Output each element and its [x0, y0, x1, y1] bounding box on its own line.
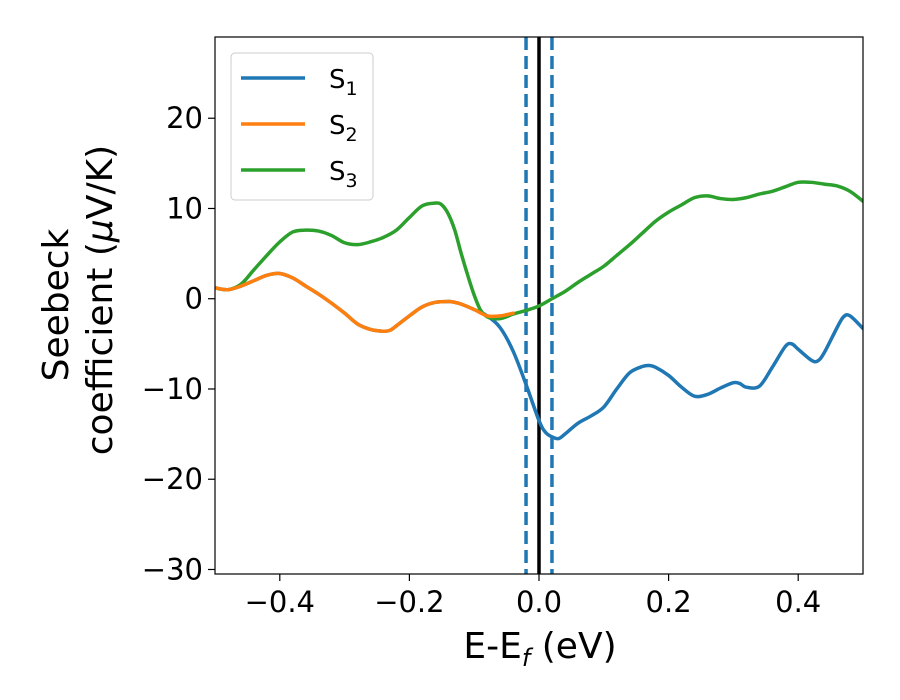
x-axis-label: E-Ef (eV): [463, 626, 616, 672]
legend-box: [230, 52, 374, 201]
x-tick-label: 0.0: [516, 585, 562, 619]
legend: S1 S2 S3: [230, 52, 374, 201]
y-axis-label: Seebeck coefficient (μV/K): [36, 145, 121, 455]
y-tick-label: 10: [166, 191, 203, 225]
legend-label-s3: S3: [329, 157, 358, 192]
x-axis: −0.4 −0.2 0.0 0.2 0.4: [245, 574, 821, 619]
x-tick-label: 0.2: [646, 585, 692, 619]
legend-label-s1: S1: [329, 65, 358, 100]
y-tick-label: 20: [166, 101, 203, 135]
y-tick-label: −30: [142, 552, 203, 586]
y-axis: −30 −20 −10 0 10 20: [142, 101, 215, 586]
series-line-s2: [215, 271, 515, 334]
x-tick-label: 0.4: [775, 585, 821, 619]
x-tick-label: −0.4: [245, 585, 315, 619]
series-lines: [215, 180, 863, 441]
x-tick-label: −0.2: [374, 585, 444, 619]
y-axis-label-line2: coefficient (μV/K): [80, 145, 121, 455]
y-axis-label-line1: Seebeck: [36, 228, 77, 381]
series-line-s3: [215, 180, 863, 321]
y-tick-label: −20: [142, 462, 203, 496]
y-tick-label: −10: [142, 372, 203, 406]
y-tick-label: 0: [185, 282, 203, 316]
legend-label-s2: S2: [329, 111, 358, 146]
